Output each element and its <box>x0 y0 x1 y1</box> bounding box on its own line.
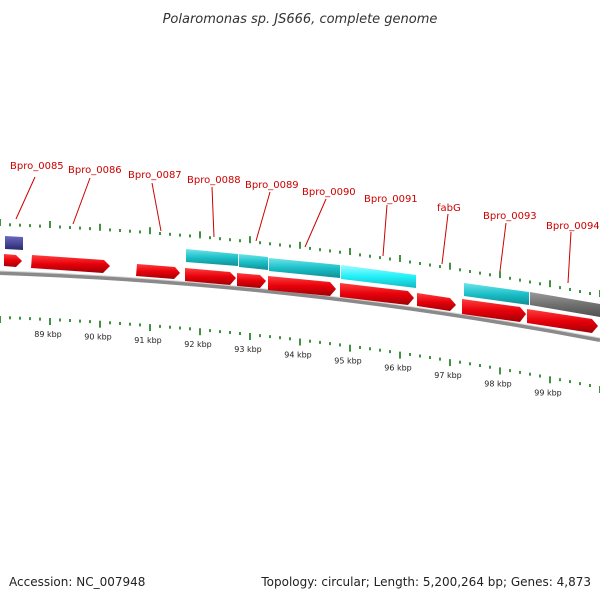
kbp-tick-label: 97 kbp <box>434 371 462 380</box>
gene-label-leaders <box>15 176 572 284</box>
cds-arrow-0090[interactable] <box>268 276 336 296</box>
kbp-tick-label: 95 kbp <box>334 357 362 366</box>
cds-arrow-0094[interactable] <box>527 309 598 333</box>
map-title: Polaromonas sp. JS666, complete genome <box>163 12 438 27</box>
kbp-tick-label: 98 kbp <box>484 379 512 388</box>
leader-0088 <box>211 186 215 238</box>
cds-arrow-0089[interactable] <box>237 273 266 288</box>
leader-0085 <box>15 176 36 220</box>
cds-track <box>4 254 598 333</box>
gene-label-0085[interactable]: Bpro_0085 <box>10 161 64 172</box>
accession-text: Accession: NC_007948 <box>9 575 145 589</box>
cds-arrow-0087[interactable] <box>136 264 180 279</box>
feature-cyan-block-0089[interactable] <box>239 254 268 270</box>
kbp-tick-label: 92 kbp <box>184 340 212 349</box>
inner-tick-ring <box>0 316 600 393</box>
kbp-tick-label: 93 kbp <box>234 345 262 354</box>
kbp-tick-label: 91 kbp <box>134 336 162 345</box>
gene-labels: Bpro_0085 Bpro_0086 Bpro_0087 Bpro_0088 … <box>10 161 600 232</box>
gene-label-0091[interactable]: Bpro_0091 <box>364 194 418 205</box>
cds-arrow-0091[interactable] <box>340 283 414 305</box>
leader-fabG <box>441 213 449 265</box>
leader-0090 <box>304 198 327 248</box>
kbp-tick-label: 94 kbp <box>284 351 312 360</box>
leader-0094 <box>567 231 572 284</box>
feature-cyan-block-0090[interactable] <box>269 258 340 278</box>
feature-cyan-bright-block-0091[interactable] <box>341 265 416 288</box>
genome-backbone <box>0 271 600 342</box>
gene-label-fabG[interactable]: fabG <box>437 203 461 214</box>
gene-label-0093[interactable]: Bpro_0093 <box>483 211 537 222</box>
kbp-tick-label: 96 kbp <box>384 364 412 373</box>
kbp-tick-label: 89 kbp <box>34 330 62 339</box>
gene-label-0089[interactable]: Bpro_0089 <box>245 180 299 191</box>
gene-label-0086[interactable]: Bpro_0086 <box>68 165 122 176</box>
kbp-tick-label: 99 kbp <box>534 388 562 397</box>
kbp-axis-labels: 89 kbp 90 kbp 91 kbp 92 kbp 93 kbp 94 kbp 95 k… <box>34 330 562 397</box>
kbp-tick-label: 90 kbp <box>84 333 112 342</box>
cds-arrow-0085[interactable] <box>4 254 22 267</box>
leader-0087 <box>151 182 162 232</box>
gene-label-0094[interactable]: Bpro_0094 <box>546 221 600 232</box>
feature-track <box>5 236 600 317</box>
feature-cyan-block-0093[interactable] <box>464 283 529 305</box>
gene-label-0088[interactable]: Bpro_0088 <box>187 175 241 186</box>
leader-0086 <box>72 177 91 225</box>
feature-cyan-block-0088[interactable] <box>186 249 238 266</box>
topology-summary-text: Topology: circular; Length: 5,200,264 bp… <box>260 575 591 589</box>
leader-0089 <box>255 191 271 242</box>
feature-gray-block-0094[interactable] <box>530 292 600 317</box>
feature-navy-block[interactable] <box>5 236 23 250</box>
leader-0093 <box>499 222 507 272</box>
cds-arrow-0088[interactable] <box>185 268 236 285</box>
gene-label-0087[interactable]: Bpro_0087 <box>128 170 182 181</box>
cds-arrow-0086[interactable] <box>31 255 110 273</box>
outer-tick-ring <box>0 219 600 297</box>
gene-label-0090[interactable]: Bpro_0090 <box>302 187 356 198</box>
leader-0091 <box>382 204 388 257</box>
cds-arrow-0093[interactable] <box>462 299 526 322</box>
cds-arrow-fabG[interactable] <box>417 293 456 311</box>
